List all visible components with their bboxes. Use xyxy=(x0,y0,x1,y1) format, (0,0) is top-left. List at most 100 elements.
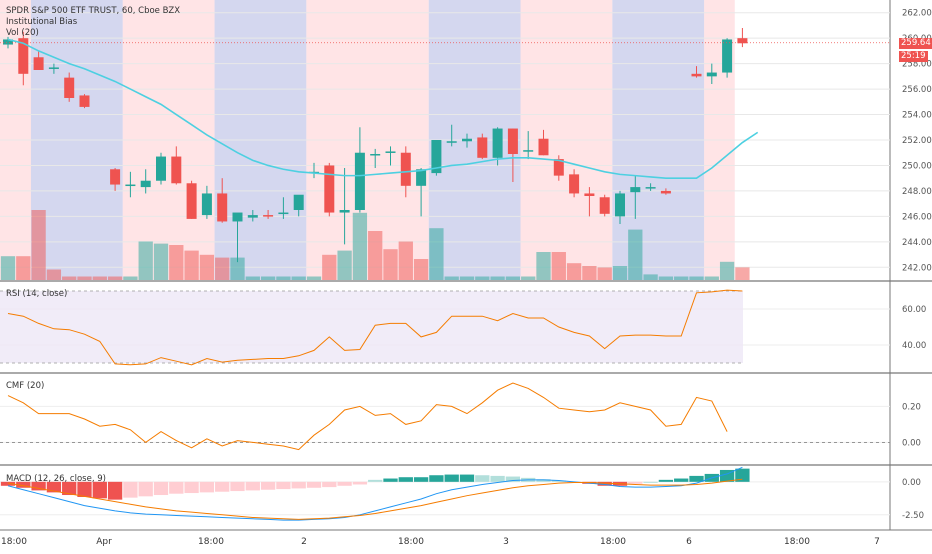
price-tick-label: 252.00 xyxy=(902,136,932,146)
volume-bar xyxy=(383,249,398,280)
macd-histogram-bar xyxy=(46,481,62,493)
time-tick-label: 18:00 xyxy=(784,537,810,547)
candle-body xyxy=(64,77,75,98)
macd-histogram-bar xyxy=(322,481,337,488)
candle-body xyxy=(477,137,488,158)
macd-histogram-bar xyxy=(689,475,704,482)
macd-histogram-bar xyxy=(337,481,352,486)
macd-histogram-bar xyxy=(215,481,230,492)
cmf-legend[interactable]: CMF (20) xyxy=(6,381,45,391)
volume-bar xyxy=(566,263,582,280)
price-tick-label: 254.00 xyxy=(902,111,932,121)
time-tick-label: 18:00 xyxy=(600,537,626,547)
rsi-line xyxy=(7,289,743,366)
macd-histogram-bar xyxy=(674,478,689,482)
time-tick-label: 18:00 xyxy=(398,537,424,547)
volume-bar xyxy=(46,269,62,280)
price-tick-label: 250.00 xyxy=(902,161,932,171)
volume-bar xyxy=(628,229,643,280)
indicator-institutional-bias[interactable]: Institutional Bias xyxy=(6,17,78,27)
volume-bar xyxy=(107,276,123,280)
time-tick-label: 2 xyxy=(301,537,307,547)
candle-body xyxy=(18,38,29,74)
macd-histogram-bar xyxy=(429,475,444,482)
macd-histogram-bar xyxy=(62,481,77,496)
macd-histogram-bar xyxy=(368,479,383,482)
candle-body xyxy=(553,159,564,176)
price-tick-label: 258.00 xyxy=(902,60,932,70)
symbol-title[interactable]: SPDR S&P 500 ETF TRUST, 60, Cboe BZX xyxy=(6,6,181,16)
volume-bar xyxy=(16,256,31,280)
rsi-tick-label: 60.00 xyxy=(902,305,926,315)
last-price-badge: 259.64 xyxy=(899,38,932,49)
macd-histogram-bar xyxy=(398,477,413,482)
candle-body xyxy=(722,39,733,73)
volume-bar xyxy=(582,266,597,280)
volume-bar xyxy=(31,210,46,280)
macd-histogram-bar xyxy=(169,481,184,494)
macd-histogram-bar xyxy=(138,481,153,497)
candle-body xyxy=(370,154,381,156)
candle-body xyxy=(538,138,549,156)
macd-histogram-bar xyxy=(92,481,107,499)
volume-bar xyxy=(352,212,368,280)
candle-body xyxy=(48,67,59,69)
time-tick-label: 18:00 xyxy=(198,537,224,547)
indicator-volume[interactable]: Vol (20) xyxy=(6,28,39,38)
volume-bar xyxy=(444,276,459,280)
candle-body xyxy=(125,184,136,187)
macd-histogram-bar xyxy=(0,481,16,486)
macd-histogram-bar xyxy=(505,476,521,482)
volume-bar xyxy=(230,257,245,280)
macd-histogram-bar xyxy=(184,481,199,494)
volume-bar xyxy=(398,241,413,280)
candle-body xyxy=(569,174,580,194)
volume-bar xyxy=(735,267,750,280)
price-tick-label: 246.00 xyxy=(902,212,932,222)
macd-histogram-bar xyxy=(735,468,750,482)
volume-bar xyxy=(612,266,628,280)
candle-body xyxy=(278,212,289,215)
macd-legend[interactable]: MACD (12, 26, close, 9) xyxy=(6,474,106,484)
candle-body xyxy=(462,138,472,142)
volume-bar xyxy=(215,257,230,280)
candle-body xyxy=(446,141,457,143)
macd-histogram-bar xyxy=(107,481,123,500)
rsi-band xyxy=(0,291,743,363)
price-tick-label: 242.00 xyxy=(902,263,932,273)
candle-body xyxy=(385,151,396,153)
volume-bar xyxy=(521,276,536,280)
price-tick-label: 262.00 xyxy=(902,9,932,19)
candle-body xyxy=(400,152,411,186)
macd-histogram-bar xyxy=(383,478,398,482)
candle-body xyxy=(3,39,13,45)
time-tick-label: 7 xyxy=(874,537,880,547)
volume-bar xyxy=(413,259,429,280)
macd-histogram-bar xyxy=(31,481,46,491)
main-legend: SPDR S&P 500 ETF TRUST, 60, Cboe BZX Ins… xyxy=(6,6,180,39)
candle-body xyxy=(263,215,274,217)
volume-bar xyxy=(674,276,689,280)
candle-body xyxy=(110,169,121,185)
candle-body xyxy=(171,156,182,184)
time-tick-label: 6 xyxy=(686,537,692,547)
candle-body xyxy=(217,193,228,222)
volume-bar xyxy=(551,252,566,280)
candle-body xyxy=(599,197,610,214)
candle-body xyxy=(293,194,304,210)
candle-body xyxy=(33,57,44,70)
volume-bar xyxy=(689,276,704,280)
time-tick-label: 3 xyxy=(503,537,509,547)
candle-body xyxy=(706,72,717,77)
volume-bar xyxy=(92,276,107,280)
countdown-badge: 25:19 xyxy=(899,51,928,62)
rsi-legend[interactable]: RSI (14, close) xyxy=(6,289,68,299)
macd-histogram-bar xyxy=(230,481,245,492)
volume-bar xyxy=(719,261,735,280)
cmf-tick-label: 0.00 xyxy=(902,438,921,448)
candle-body xyxy=(737,38,748,44)
macd-histogram-bar xyxy=(444,474,459,482)
rsi-tick-label: 40.00 xyxy=(902,341,926,351)
candle-body xyxy=(186,183,197,219)
